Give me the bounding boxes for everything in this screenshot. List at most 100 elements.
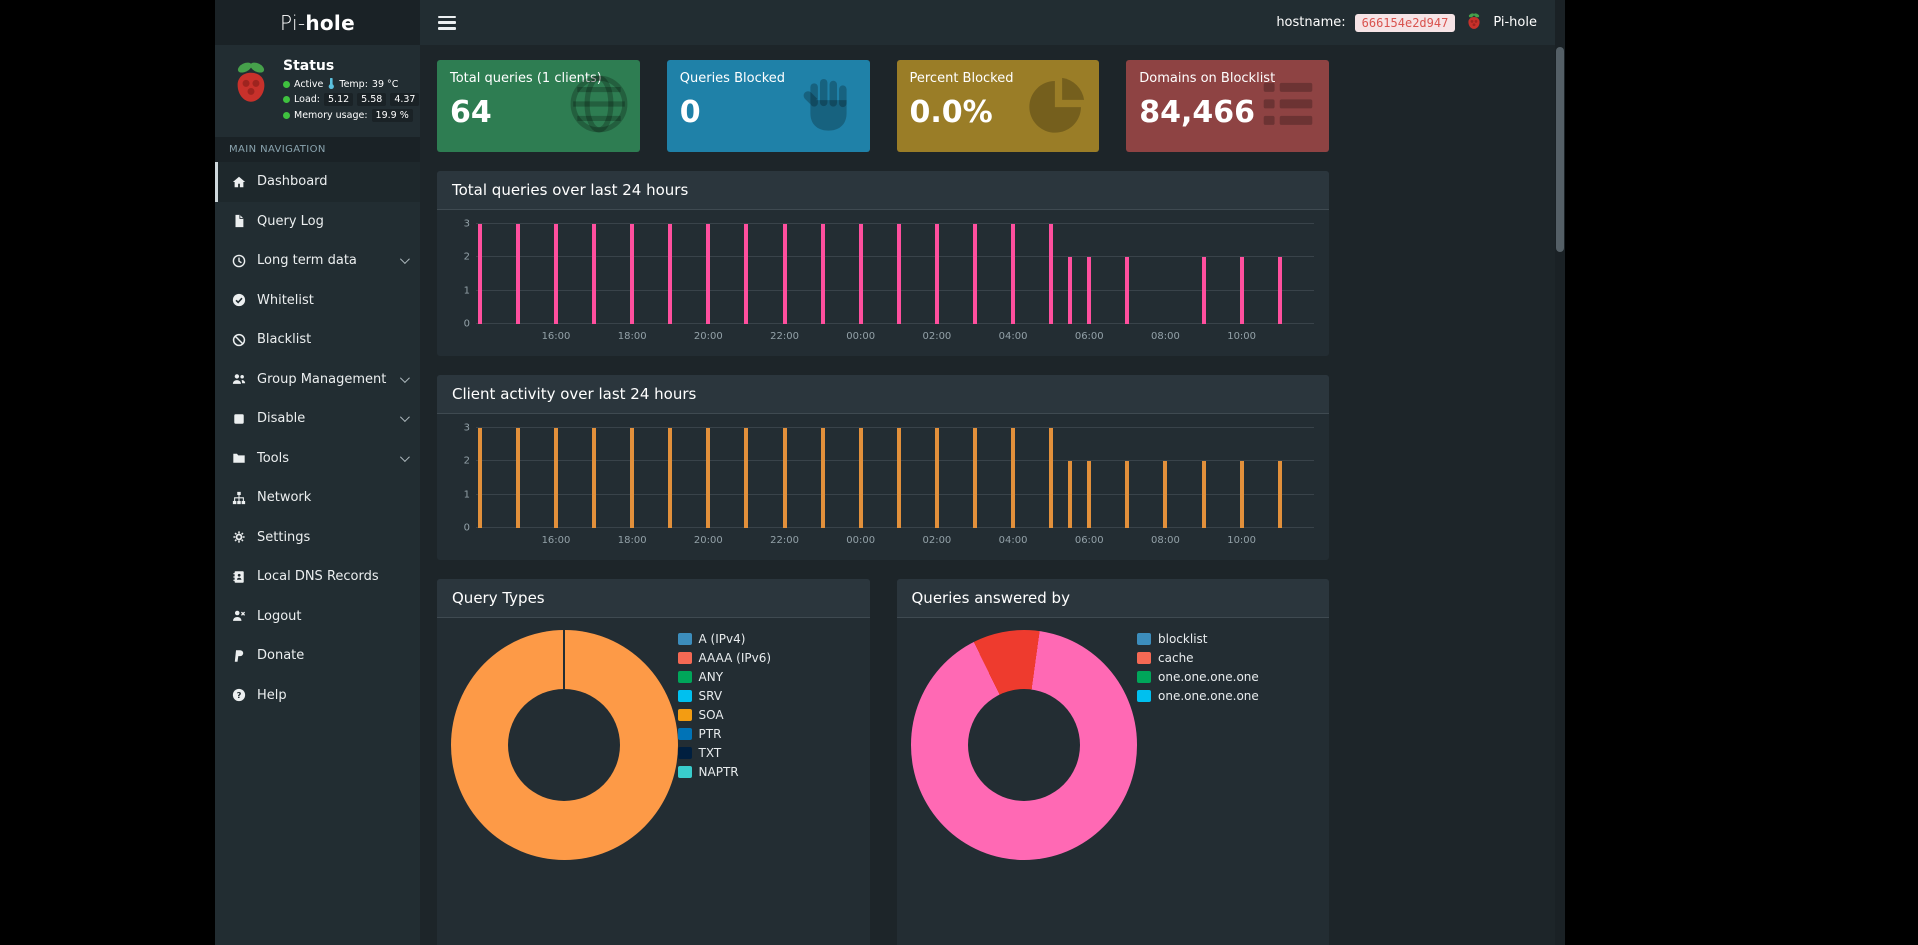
chevron-down-icon bbox=[399, 412, 410, 423]
legend-swatch bbox=[677, 747, 692, 759]
folder-icon bbox=[228, 451, 250, 465]
sidebar-item-disable[interactable]: Disable bbox=[215, 399, 420, 439]
x-tick-label: 16:00 bbox=[541, 331, 571, 342]
chart-bar bbox=[858, 428, 863, 528]
stat-card-title: Percent Blocked bbox=[909, 71, 1014, 86]
chart-bar bbox=[592, 224, 597, 324]
chart-bar bbox=[820, 224, 825, 324]
chart-bar bbox=[1201, 257, 1206, 324]
pihole-app-window: Pi-hole hostname: 666154e2d947 Pi-hole bbox=[215, 0, 1565, 945]
y-tick-label: 2 bbox=[463, 455, 470, 467]
client-activity-bar-chart: 0 1 2 3 bbox=[464, 423, 1314, 534]
stat-card-value: 64 bbox=[450, 95, 492, 130]
load-value-5: 5.58 bbox=[357, 93, 387, 106]
sidebar-item-donate[interactable]: Donate bbox=[215, 636, 420, 676]
sidebar-nav: Dashboard Query Log Long term data Whitelis… bbox=[215, 162, 420, 715]
x-tick-label: 10:00 bbox=[1227, 331, 1257, 342]
stat-card-domains-on-blocklist[interactable]: Domains on Blocklist 84,466 bbox=[1126, 60, 1329, 152]
chart-bar bbox=[858, 224, 863, 324]
sidebar-item-whitelist[interactable]: Whitelist bbox=[215, 281, 420, 321]
app-logo[interactable]: Pi-hole bbox=[215, 0, 420, 45]
load-value-15: 4.37 bbox=[390, 93, 420, 106]
stat-card-value: 84,466 bbox=[1139, 95, 1256, 130]
legend-label: TXT bbox=[698, 746, 722, 760]
y-tick-label: 3 bbox=[463, 218, 470, 230]
scrollbar-thumb[interactable] bbox=[1556, 47, 1564, 252]
logo-text-suffix: hole bbox=[305, 10, 355, 35]
chart-bar bbox=[782, 428, 787, 528]
sidebar-item-group-management[interactable]: Group Management bbox=[215, 360, 420, 400]
sidebar-item-tools[interactable]: Tools bbox=[215, 439, 420, 479]
queries-answered-panel: Queries answered by blocklist cache one.on… bbox=[896, 579, 1330, 945]
logout-icon bbox=[228, 609, 250, 623]
legend-swatch bbox=[1137, 690, 1152, 702]
legend-swatch bbox=[677, 671, 692, 683]
vertical-scrollbar[interactable] bbox=[1555, 0, 1565, 945]
donut-hole bbox=[508, 689, 621, 801]
legend-item-srv: SRV bbox=[677, 689, 856, 703]
sidebar-item-label: Logout bbox=[257, 608, 302, 624]
chart-bar bbox=[1277, 257, 1282, 324]
chart-bar bbox=[1201, 461, 1206, 528]
stat-card-total-queries-1-clients[interactable]: Total queries (1 clients) 64 bbox=[437, 60, 640, 152]
sidebar-item-label: Long term data bbox=[257, 253, 357, 269]
file-icon bbox=[228, 214, 250, 228]
legend-swatch bbox=[677, 652, 692, 664]
chart-bar bbox=[1068, 257, 1073, 324]
panel-title: Client activity over last 24 hours bbox=[437, 375, 1329, 414]
stat-card-title: Queries Blocked bbox=[679, 71, 786, 86]
sidebar-item-label: Blacklist bbox=[257, 332, 312, 348]
memory-value: 19.9 % bbox=[371, 109, 413, 122]
users-icon bbox=[228, 372, 250, 386]
load-value-1: 5.12 bbox=[324, 93, 354, 106]
sidebar-item-network[interactable]: Network bbox=[215, 478, 420, 518]
sidebar-item-blacklist[interactable]: Blacklist bbox=[215, 320, 420, 360]
chart-bar bbox=[630, 224, 635, 324]
brand-label: Pi-hole bbox=[1493, 15, 1537, 30]
chart-bar bbox=[1011, 428, 1016, 528]
sidebar-toggle-button[interactable] bbox=[438, 15, 456, 30]
stat-card-title: Total queries (1 clients) bbox=[450, 71, 602, 86]
x-tick-label: 08:00 bbox=[1151, 535, 1180, 546]
sidebar-item-logout[interactable]: Logout bbox=[215, 597, 420, 637]
gridline bbox=[476, 460, 1314, 462]
chart-bar bbox=[1125, 257, 1130, 324]
y-tick-label: 2 bbox=[463, 251, 470, 263]
sidebar-item-help[interactable]: ? Help bbox=[215, 676, 420, 716]
gridline bbox=[476, 427, 1314, 428]
chart-bar bbox=[630, 428, 635, 528]
legend-item-cache: cache bbox=[1137, 651, 1315, 665]
sidebar-item-settings[interactable]: Settings bbox=[215, 518, 420, 558]
query-types-donut bbox=[451, 630, 678, 860]
sidebar-item-long-term-data[interactable]: Long term data bbox=[215, 241, 420, 281]
status-active-dot bbox=[283, 80, 290, 88]
legend-item-one-one-one-one: one.one.one.one bbox=[1137, 670, 1315, 684]
stat-card-title: Domains on Blocklist bbox=[1139, 71, 1276, 86]
chart-bar bbox=[668, 428, 673, 528]
sidebar-item-label: Settings bbox=[257, 529, 311, 545]
sidebar-item-query-log[interactable]: Query Log bbox=[215, 202, 420, 242]
chart-bar bbox=[477, 428, 482, 528]
stat-card-queries-blocked[interactable]: Queries Blocked 0 bbox=[666, 60, 870, 152]
queries-answered-body: blocklist cache one.one.one.one one.one.one… bbox=[897, 618, 1330, 872]
chart-bar bbox=[972, 428, 977, 528]
chart-bar bbox=[972, 224, 977, 324]
legend-swatch bbox=[1137, 671, 1152, 683]
status-panel: Status Active Temp: 39 °C Load: 5.12 5.5… bbox=[215, 45, 420, 132]
legend-item-naptr: NAPTR bbox=[677, 765, 856, 779]
stat-card-percent-blocked[interactable]: Percent Blocked 0.0% bbox=[896, 60, 1100, 152]
address-book-icon bbox=[228, 570, 250, 584]
globe-icon bbox=[568, 73, 630, 139]
chart-bar bbox=[896, 428, 901, 528]
panel-title: Query Types bbox=[437, 579, 870, 618]
queries-answered-legend: blocklist cache one.one.one.one one.one.one… bbox=[1137, 630, 1315, 860]
chart-bar bbox=[592, 428, 597, 528]
x-axis: 16:00 18:00 20:00 22:00 00:00 02:00 04:00 06:00… bbox=[476, 328, 1314, 348]
legend-label: SRV bbox=[698, 689, 723, 703]
summary-cards: Total queries (1 clients) 64 Queries Block… bbox=[437, 60, 1329, 152]
sidebar-item-dashboard[interactable]: Dashboard bbox=[215, 162, 420, 202]
legend-label: blocklist bbox=[1158, 632, 1208, 646]
sidebar-item-local-dns-records[interactable]: Local DNS Records bbox=[215, 557, 420, 597]
gridline bbox=[476, 223, 1314, 224]
total-queries-bar-chart: 0 1 2 3 bbox=[464, 219, 1314, 330]
